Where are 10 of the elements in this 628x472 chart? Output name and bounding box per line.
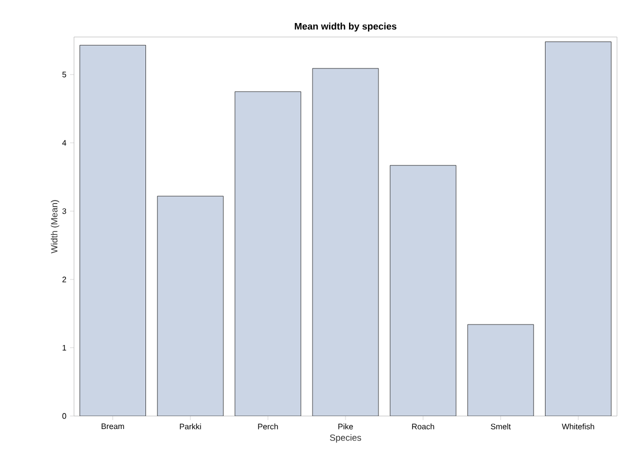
bar bbox=[80, 45, 146, 416]
bar bbox=[234, 92, 301, 416]
bar bbox=[390, 165, 456, 416]
y-axis-title: Width (Mean) bbox=[50, 200, 60, 254]
bar bbox=[157, 196, 224, 416]
x-axis-title: Species bbox=[330, 434, 362, 443]
bar bbox=[312, 68, 378, 416]
bar bbox=[545, 42, 612, 416]
bar bbox=[468, 324, 534, 416]
chart-title: Mean width by species bbox=[294, 22, 396, 32]
